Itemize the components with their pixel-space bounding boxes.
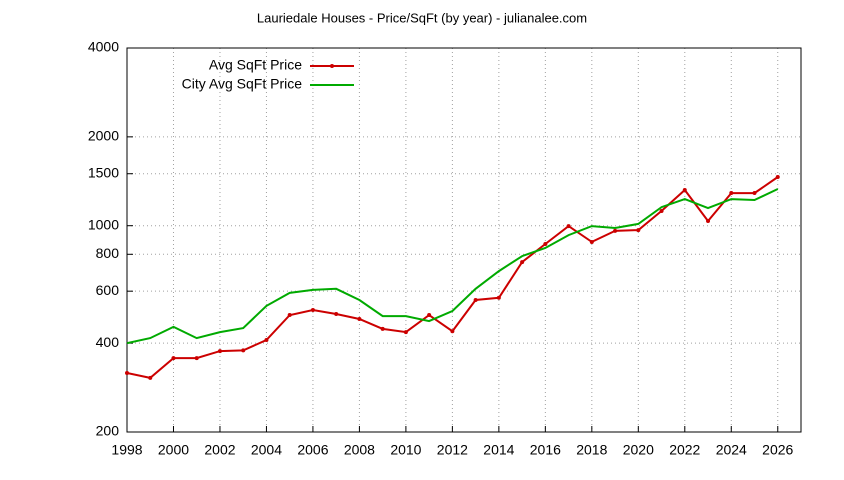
data-point <box>171 356 176 361</box>
data-point <box>403 330 408 335</box>
y-tick-label: 1500 <box>88 164 119 180</box>
data-point <box>450 329 455 334</box>
x-tick-label: 2000 <box>158 442 189 458</box>
series-line <box>126 176 779 379</box>
legend-label: Avg SqFt Price <box>209 57 302 73</box>
x-tick-label: 2018 <box>576 442 607 458</box>
data-point <box>496 295 501 300</box>
x-tick-label: 2010 <box>390 442 421 458</box>
y-tick-label: 200 <box>96 423 120 439</box>
legend-label: City Avg SqFt Price <box>182 76 303 92</box>
data-point <box>241 348 246 353</box>
data-point <box>264 337 269 342</box>
data-point <box>613 228 618 233</box>
data-point <box>589 239 594 244</box>
legend-marker <box>330 64 334 68</box>
data-point <box>473 298 478 303</box>
data-point <box>682 188 687 193</box>
data-point <box>775 175 780 180</box>
y-tick-label: 4000 <box>88 39 119 55</box>
data-point <box>125 370 129 375</box>
series-line <box>126 188 779 345</box>
plot-frame <box>126 47 802 433</box>
data-point <box>752 191 757 196</box>
x-tick-label: 2014 <box>483 442 514 458</box>
x-tick-label: 1998 <box>111 442 142 458</box>
x-tick-label: 2024 <box>716 442 747 458</box>
data-point <box>729 191 734 196</box>
data-point <box>706 219 711 224</box>
x-tick-label: 2026 <box>762 442 793 458</box>
data-point <box>659 208 664 213</box>
data-point <box>380 326 385 331</box>
x-tick-label: 2006 <box>297 442 328 458</box>
y-tick-label: 1000 <box>88 216 119 232</box>
y-tick-label: 400 <box>96 334 120 350</box>
data-point <box>427 313 432 318</box>
x-tick-label: 2012 <box>437 442 468 458</box>
data-point <box>636 228 641 233</box>
data-point <box>310 308 315 313</box>
data-point <box>148 375 153 380</box>
data-point <box>217 349 222 354</box>
data-point <box>566 224 571 229</box>
data-point <box>543 241 548 246</box>
x-tick-label: 2016 <box>530 442 561 458</box>
x-tick-label: 2004 <box>251 442 282 458</box>
chart-title: Lauriedale Houses - Price/SqFt (by year)… <box>257 10 587 25</box>
data-point <box>357 316 362 321</box>
y-tick-label: 800 <box>96 245 120 261</box>
x-tick-label: 2022 <box>669 442 700 458</box>
x-tick-label: 2008 <box>344 442 375 458</box>
y-tick-label: 600 <box>96 282 120 298</box>
x-tick-label: 2020 <box>623 442 654 458</box>
data-point <box>194 356 199 361</box>
data-point <box>334 312 339 317</box>
data-point <box>520 260 525 265</box>
x-tick-label: 2002 <box>204 442 235 458</box>
y-tick-label: 2000 <box>88 128 119 144</box>
data-point <box>287 313 292 318</box>
